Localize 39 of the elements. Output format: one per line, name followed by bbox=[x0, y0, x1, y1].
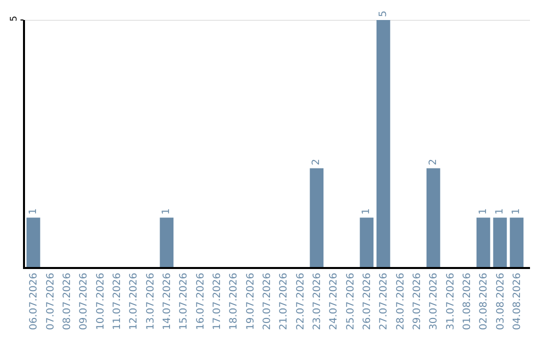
x-tick-label: 10.07.2026 bbox=[95, 272, 106, 330]
data-label: 1 bbox=[28, 208, 39, 215]
x-tick-label: 31.07.2026 bbox=[445, 272, 456, 330]
data-label: 1 bbox=[161, 208, 172, 215]
data-label: 1 bbox=[511, 208, 522, 215]
x-tick-label: 26.07.2026 bbox=[362, 272, 373, 330]
x-tick-label: 27.07.2026 bbox=[378, 272, 390, 330]
x-tick-label: 02.08.2026 bbox=[478, 272, 490, 330]
x-tick-label: 25.07.2026 bbox=[345, 272, 356, 330]
x-tick-label: 18.07.2026 bbox=[228, 272, 240, 330]
x-tick-label: 22.07.2026 bbox=[295, 272, 306, 330]
x-tick-label: 20.07.2026 bbox=[262, 272, 273, 330]
data-label: 1 bbox=[361, 208, 372, 215]
data-label: 1 bbox=[494, 208, 506, 215]
data-label: 2 bbox=[428, 158, 439, 166]
x-tick-label: 07.07.2026 bbox=[45, 272, 56, 330]
x-tick-label: 04.08.2026 bbox=[512, 272, 523, 330]
x-tick-label: 29.07.2026 bbox=[412, 272, 423, 330]
data-label: 2 bbox=[311, 158, 322, 166]
x-tick-label: 23.07.2026 bbox=[312, 272, 323, 330]
x-tick-label: 24.07.2026 bbox=[328, 272, 340, 330]
x-tick-label: 11.07.2026 bbox=[112, 272, 123, 330]
x-tick-label: 12.07.2026 bbox=[128, 272, 140, 330]
data-label: 1 bbox=[478, 208, 489, 215]
x-tick-label: 30.07.2026 bbox=[428, 272, 440, 330]
data-label: 5 bbox=[378, 10, 389, 17]
x-tick-label: 19.07.2026 bbox=[245, 272, 256, 330]
x-tick-label: 08.07.2026 bbox=[62, 272, 73, 330]
x-tick-label: 17.07.2026 bbox=[212, 272, 223, 330]
x-tick-label: 06.07.2026 bbox=[28, 272, 40, 330]
x-tick-label: 21.07.2026 bbox=[278, 272, 290, 330]
x-tick-label: 28.07.2026 bbox=[395, 272, 406, 330]
x-tick-label: 01.08.2026 bbox=[462, 272, 473, 330]
x-tick-label: 16.07.2026 bbox=[195, 272, 206, 330]
x-tick-label: 15.07.2026 bbox=[178, 272, 190, 330]
x-tick-label: 09.07.2026 bbox=[78, 272, 90, 330]
x-tick-label: 03.08.2026 bbox=[495, 272, 506, 330]
x-tick-label: 13.07.2026 bbox=[145, 272, 156, 330]
x-tick-label: 14.07.2026 bbox=[162, 272, 173, 330]
